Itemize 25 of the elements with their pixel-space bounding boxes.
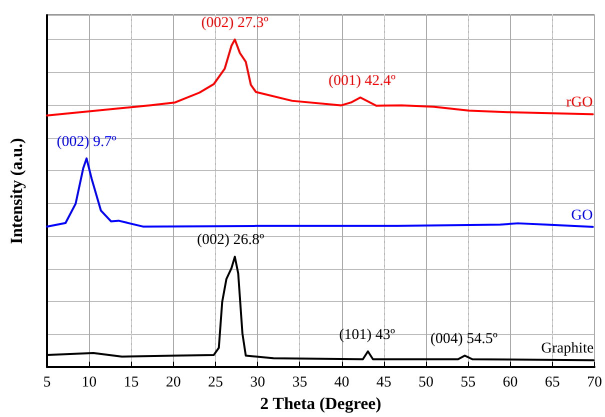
annotation: (004) 54.5º: [430, 331, 498, 348]
annotation: (002) 27.3º: [201, 15, 269, 32]
x-tick-label: 55: [460, 374, 476, 391]
x-tick-label: 15: [124, 374, 139, 391]
annotation: (002) 9.7º: [56, 134, 117, 150]
x-tick-label: 40: [334, 374, 350, 391]
x-tick-label: 65: [544, 374, 560, 391]
series-label: rGO: [566, 94, 593, 111]
x-tick-label: 70: [587, 374, 602, 391]
annotation: (101) 43º: [339, 326, 396, 343]
series-label: Graphite: [541, 340, 594, 357]
x-tick-label: 60: [502, 374, 518, 391]
y-axis-title: Intensity (a.u.): [7, 138, 26, 244]
series-label: GO: [571, 207, 593, 224]
x-tick-label: 45: [376, 374, 392, 391]
x-tick-label: 50: [418, 374, 434, 391]
x-tick-label: 25: [208, 374, 223, 391]
x-axis-title: 2 Theta (Degree): [260, 394, 382, 413]
annotation: (001) 42.4º: [328, 73, 396, 90]
x-tick-label: 30: [250, 374, 266, 391]
x-tick-label: 10: [82, 374, 97, 391]
annotation: (002) 26.8º: [197, 232, 265, 248]
x-tick-label: 20: [166, 374, 181, 391]
x-tick-label: 35: [292, 374, 308, 391]
x-tick-label: 5: [43, 374, 51, 391]
